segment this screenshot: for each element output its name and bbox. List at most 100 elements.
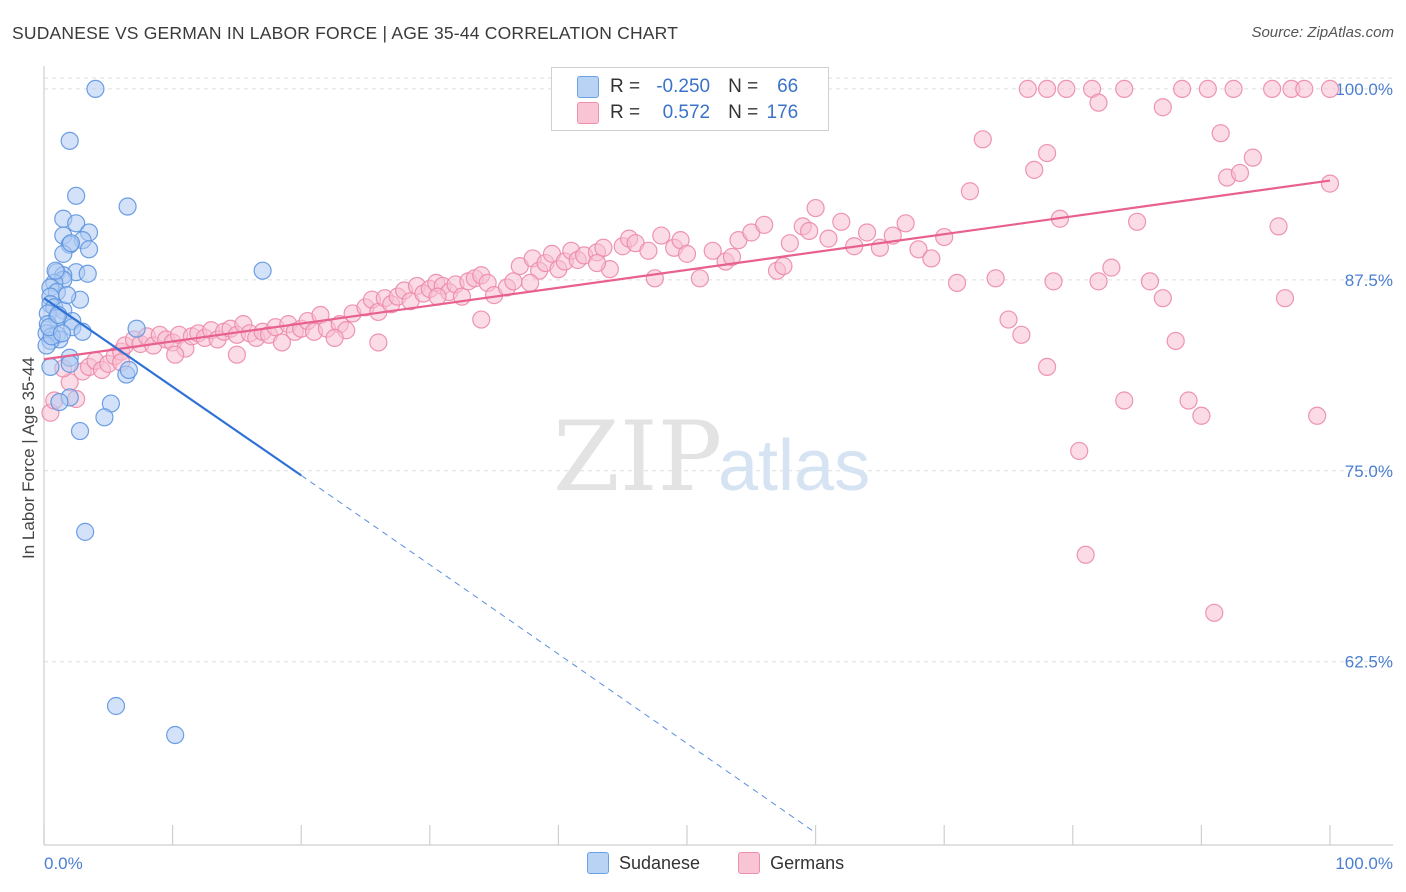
y-axis-label: In Labor Force | Age 35-44: [19, 357, 38, 559]
germans-point: [272, 333, 292, 352]
legend-swatch-pink: [738, 852, 761, 874]
germans-point: [1243, 148, 1262, 167]
r-value: -0.250: [656, 76, 711, 97]
germans-point: [1037, 357, 1057, 377]
germans-point: [1012, 325, 1031, 344]
germans-point: [690, 269, 709, 288]
sudanese-point: [60, 131, 79, 150]
germans-point: [1089, 272, 1108, 291]
germans-point: [1205, 603, 1224, 622]
germans-point: [1275, 289, 1295, 308]
sudanese-point: [119, 360, 138, 380]
x-tick-label-max: 100.0%: [1335, 854, 1393, 873]
germans-point: [857, 223, 877, 242]
sudanese-point: [106, 696, 126, 716]
germans-point: [1115, 391, 1134, 410]
r-label: R =: [610, 102, 641, 123]
germans-points: [41, 79, 1340, 622]
sudanese-point: [76, 522, 95, 541]
germans-point: [521, 273, 540, 292]
germans-point: [1153, 98, 1172, 117]
sudanese-point: [253, 261, 272, 280]
germans-point: [896, 214, 915, 233]
germans-point: [652, 226, 671, 245]
germans-point: [722, 247, 742, 267]
sudanese-point: [50, 392, 69, 412]
y-tick-labels: 62.5% 75.0% 87.5% 100.0%: [1335, 80, 1393, 672]
sudanese-point: [41, 357, 60, 377]
germans-point: [1153, 289, 1172, 308]
sudanese-point: [67, 186, 86, 205]
germans-point: [1224, 79, 1243, 99]
germans-point: [1211, 124, 1230, 143]
germans-point: [960, 182, 980, 201]
legend-label-sudanese: Sudanese: [619, 852, 701, 873]
n-label: N =: [728, 102, 759, 123]
germans-point: [780, 234, 799, 253]
germans-point: [819, 229, 838, 248]
germans-point: [1037, 79, 1057, 99]
germans-point: [677, 244, 697, 263]
germans-point: [1179, 391, 1198, 410]
y-tick-label: 100.0%: [1335, 80, 1393, 99]
germans-point: [1320, 79, 1340, 99]
x-tick-label-min: 0.0%: [44, 854, 83, 873]
germans-trend-line: [43, 179, 1331, 361]
trend-lines: [43, 179, 1331, 834]
legend-item-germans: Germans: [738, 852, 844, 874]
germans-point: [1198, 79, 1217, 99]
germans-point: [1295, 79, 1314, 99]
watermark-zip: ZIP: [553, 401, 722, 513]
germans-point: [1308, 406, 1327, 425]
sudanese-point: [127, 319, 146, 338]
sudanese-point: [70, 421, 90, 441]
germans-point: [1173, 79, 1192, 99]
y-tick-label: 87.5%: [1345, 271, 1393, 290]
sudanese-point: [118, 197, 137, 216]
stats-legend: R = -0.250 N = 66 R = 0.572 N = 176: [551, 67, 829, 131]
germans-point: [806, 198, 825, 218]
r-label: R =: [610, 76, 641, 97]
germans-point: [1044, 272, 1063, 291]
germans-point: [755, 215, 774, 234]
germans-point: [1018, 79, 1037, 99]
legend-label-germans: Germans: [770, 852, 845, 873]
germans-point: [1115, 79, 1134, 99]
germans-point: [472, 310, 491, 329]
germans-point: [645, 269, 664, 288]
sudanese-point: [86, 79, 105, 99]
sudanese-point: [95, 408, 114, 427]
germans-point: [369, 333, 388, 352]
germans-point: [832, 212, 851, 231]
sudanese-point: [166, 725, 185, 745]
chart-title: SUDANESE VS GERMAN IN LABOR FORCE | AGE …: [12, 23, 679, 43]
sudanese-point: [60, 354, 79, 373]
sudanese-point: [58, 286, 77, 305]
germans-point: [973, 130, 992, 149]
germans-point: [639, 241, 658, 260]
legend-row-sudanese: R = -0.250 N = 66: [577, 74, 798, 100]
series-legend: Sudanese Germans: [587, 852, 882, 874]
germans-point: [1320, 174, 1340, 193]
germans-point: [1127, 212, 1147, 231]
axes: [43, 66, 1393, 846]
germans-point: [166, 345, 185, 364]
germans-point: [594, 238, 613, 257]
legend-item-sudanese: Sudanese: [587, 852, 700, 874]
germans-point: [504, 272, 523, 291]
sudanese-point: [52, 324, 72, 343]
germans-point: [1269, 217, 1288, 236]
germans-point: [1166, 331, 1185, 351]
legend-row-germans: R = 0.572 N = 176: [577, 100, 798, 126]
sudanese-trend-extension: [300, 474, 816, 834]
germans-point: [947, 273, 967, 292]
germans-point: [1102, 258, 1121, 277]
legend-swatch-blue: [587, 852, 609, 874]
germans-point: [1089, 93, 1108, 112]
germans-point: [922, 249, 941, 268]
sudanese-point: [67, 214, 86, 233]
germans-point: [703, 241, 722, 260]
germans-point: [1192, 406, 1211, 425]
legend-swatch-pink: [577, 102, 599, 124]
